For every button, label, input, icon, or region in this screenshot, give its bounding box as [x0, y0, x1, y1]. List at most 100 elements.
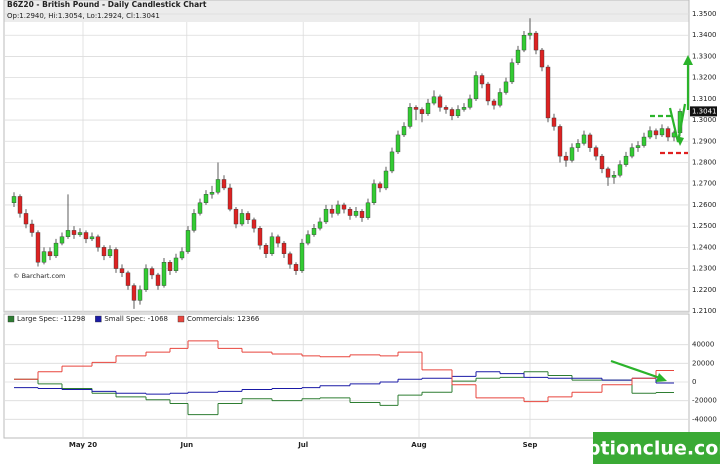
- candle-body: [269, 236, 275, 254]
- annotations: [610, 55, 693, 382]
- candle-body: [347, 208, 353, 216]
- y-tick-label: 1.3300: [692, 52, 717, 60]
- candle-body: [329, 208, 335, 214]
- candle-body: [503, 81, 509, 93]
- candle-body: [629, 147, 635, 157]
- candle-body: [443, 107, 449, 110]
- y-tick-label: 40000: [692, 341, 714, 349]
- candle-body: [581, 134, 587, 144]
- candle-body: [659, 128, 665, 136]
- candle-body: [653, 130, 659, 136]
- candle-body: [461, 107, 467, 110]
- candle-body: [167, 262, 173, 271]
- last-price-label: 1.3041: [692, 107, 717, 115]
- candle-body: [227, 187, 233, 210]
- candle-body: [665, 128, 671, 138]
- candle-body: [527, 32, 533, 36]
- y-tick-label: 1.2400: [692, 243, 717, 251]
- candle-body: [101, 247, 107, 257]
- chart-subtitle: Op:1.2940, Hi:1.3054, Lo:1.2924, Cl:1.30…: [7, 12, 160, 20]
- candle-body: [371, 183, 377, 204]
- candle-body: [17, 196, 23, 214]
- candle-body: [473, 75, 479, 100]
- y-tick-label: 1.2700: [692, 180, 717, 188]
- candle-body: [491, 100, 497, 106]
- candle-body: [131, 285, 137, 301]
- last-price-box: [690, 106, 717, 117]
- candle-body: [635, 145, 641, 148]
- candle-body: [245, 213, 251, 220]
- candle-body: [449, 109, 455, 117]
- candle-body: [377, 183, 383, 189]
- candle-body: [389, 151, 395, 172]
- credit: © Barchart.com: [13, 272, 65, 280]
- candle-body: [575, 143, 581, 148]
- annotation-arrowhead: [676, 136, 684, 146]
- candle-body: [299, 242, 305, 271]
- candle-body: [191, 213, 197, 231]
- y-tick-label: 1.2500: [692, 222, 717, 230]
- candle-body: [53, 242, 59, 257]
- candle-body: [521, 35, 527, 51]
- candle-body: [179, 251, 185, 259]
- candle-body: [71, 230, 77, 235]
- candle-body: [275, 236, 281, 244]
- candle-body: [215, 179, 221, 193]
- candle-body: [155, 274, 161, 286]
- annotation-arrow: [668, 103, 687, 143]
- legend-label: Small Spec: -1068: [104, 315, 168, 323]
- candle-body: [113, 249, 119, 269]
- candle-body: [611, 175, 617, 178]
- header-band: [4, 0, 689, 22]
- candle-body: [125, 272, 131, 286]
- x-tick-label: Aug: [411, 441, 426, 449]
- y-tick-label: 1.3500: [692, 10, 717, 18]
- candle-body: [317, 221, 323, 229]
- y-tick-label: 1.2200: [692, 286, 717, 294]
- candle-body: [383, 170, 389, 189]
- candle-body: [263, 245, 269, 254]
- candle-body: [365, 202, 371, 218]
- candle-body: [641, 136, 647, 146]
- candle-body: [143, 268, 149, 290]
- candle-body: [323, 208, 329, 223]
- cot-frame: [3, 313, 690, 439]
- candle-body: [335, 204, 341, 214]
- candle-body: [29, 223, 35, 233]
- candle-body: [281, 242, 287, 254]
- annotation-arrowhead: [683, 55, 693, 65]
- legend-swatch: [95, 315, 102, 323]
- candle-body: [257, 228, 263, 246]
- candle-body: [239, 213, 245, 225]
- candle-body: [587, 134, 593, 148]
- candle-body: [11, 196, 17, 204]
- y-tick-label: 1.3400: [692, 31, 717, 39]
- x-tick-label: Jun: [180, 441, 194, 449]
- candle-body: [467, 98, 473, 108]
- candle-body: [35, 232, 41, 263]
- candle-body: [479, 75, 485, 85]
- candle-body: [251, 219, 257, 229]
- chart-title: B6Z20 - British Pound - Daily Candlestic…: [7, 0, 207, 9]
- candle-body: [485, 83, 491, 102]
- candle-body: [203, 194, 209, 204]
- candle-body: [395, 134, 401, 153]
- candle-body: [593, 147, 599, 157]
- candle-body: [185, 230, 191, 252]
- y-tick-label: 1.2100: [692, 307, 717, 315]
- candle-body: [89, 236, 95, 240]
- x-tick-label: Jul: [297, 441, 308, 449]
- candle-body: [419, 109, 425, 114]
- candle-body: [161, 262, 167, 286]
- annotation-arrowhead: [656, 373, 667, 382]
- candle-body: [605, 168, 611, 178]
- x-tick-label: Sep: [523, 441, 538, 449]
- y-tick-label: 0: [692, 378, 696, 386]
- candle-body: [623, 155, 629, 165]
- candle-body: [119, 268, 125, 274]
- candle-body: [59, 236, 65, 244]
- candle-body: [425, 102, 431, 114]
- y-tick-label: 1.3200: [692, 74, 717, 82]
